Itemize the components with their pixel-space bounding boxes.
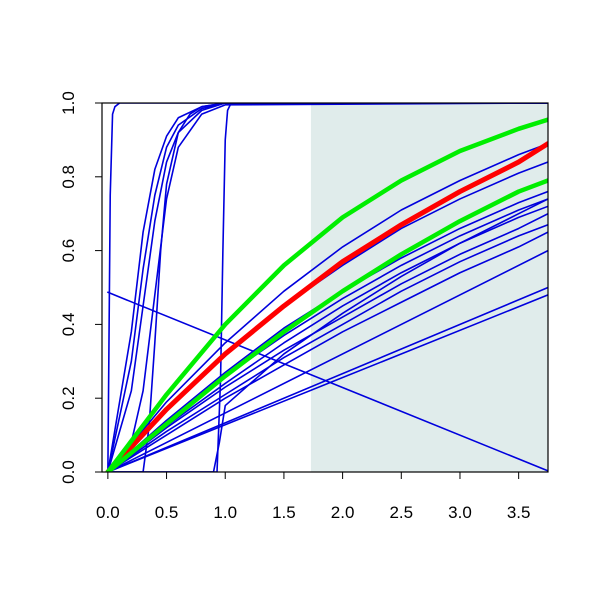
series-line-blue-1 [107,103,548,472]
x-tick-label: 0.0 [96,503,120,522]
series-line-blue-18 [107,286,548,472]
series-line-blue-15 [107,223,548,472]
series-line-blue-14 [107,212,548,472]
series-line-blue-7 [107,103,548,472]
axes-layer: 0.0 0.5 1.0 1.5 2.0 2.5 3.0 3.5 0.0 0.2 0.4 0.6 0.8 1… [59,91,549,522]
series-line-blue-13 [107,205,548,472]
series-line-blue-17 [107,249,548,472]
series-line-blue-20 [107,198,548,472]
y-tick-label: 0.0 [59,460,78,484]
x-tick-label: 1.0 [213,503,237,522]
series-line-green-23 [105,178,548,472]
series-line-red-21 [105,141,548,472]
plot-frame [101,102,549,473]
x-tick-label: 0.5 [155,503,179,522]
series-line-blue-4 [107,103,548,472]
y-tick-label: 0.8 [59,165,78,189]
y-tick-label: 1.0 [59,91,78,115]
series-line-green-22 [105,117,548,472]
series-line-blue-19 [107,294,548,472]
x-tick-label: 2.0 [331,503,355,522]
y-tick-label: 0.6 [59,239,78,263]
series-line-blue-16 [107,231,548,472]
x-tick-label: 2.5 [389,503,413,522]
y-tick-label: 0.4 [59,313,78,337]
series-line-blue-9 [107,142,548,472]
series-line-blue-8 [107,291,548,472]
x-tick-label: 3.5 [507,503,531,522]
series-layer [105,103,548,472]
y-tick-label: 0.2 [59,386,78,410]
x-tick-label: 1.5 [272,503,296,522]
x-tick-label: 3.0 [448,503,472,522]
